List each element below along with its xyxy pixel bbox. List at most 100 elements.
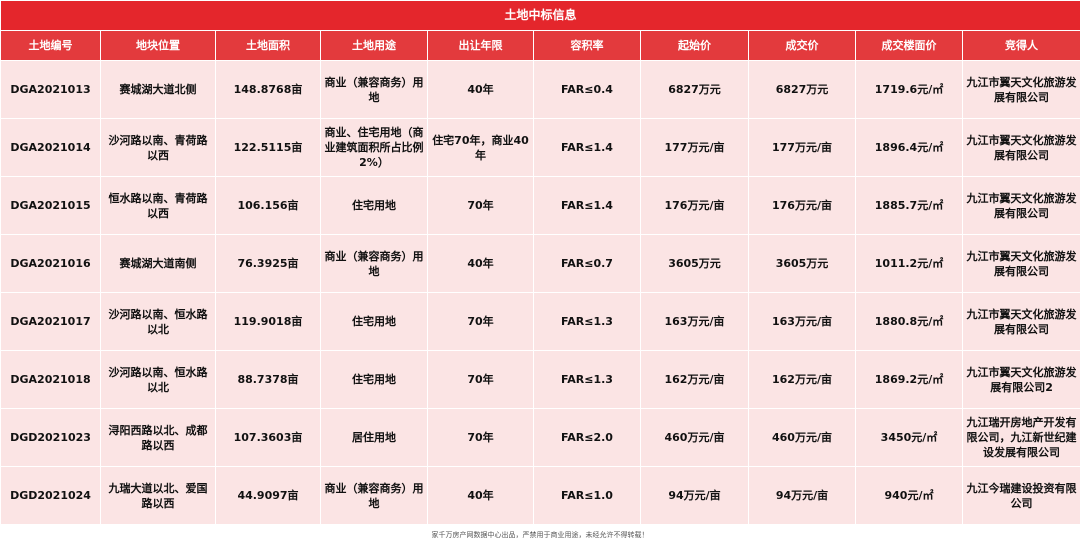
- table-cell: 浔阳西路以北、成都路以西: [100, 408, 216, 467]
- column-header: 地块位置: [100, 30, 216, 61]
- column-header: 土地面积: [215, 30, 321, 61]
- table-cell: 3450元/㎡: [855, 408, 963, 467]
- table-cell: 76.3925亩: [215, 234, 321, 293]
- table-cell: 九江市翼天文化旅游发展有限公司2: [961, 350, 1080, 409]
- table-cell: 163万元/亩: [748, 292, 856, 351]
- table-cell: 106.156亩: [215, 176, 321, 235]
- table-cell: FAR≤1.4: [533, 176, 641, 235]
- table-cell: 163万元/亩: [640, 292, 749, 351]
- table-cell: 1885.7元/㎡: [855, 176, 963, 235]
- table-row: DGA2021013 赛城湖大道北侧 148.8768亩 商业（兼容商务）用地 40年 F…: [0, 60, 1080, 119]
- table-cell: 九江市翼天文化旅游发展有限公司: [961, 118, 1080, 177]
- table-cell: 148.8768亩: [215, 60, 321, 119]
- table-cell: FAR≤1.4: [533, 118, 641, 177]
- table-cell: 住宅70年，商业40年: [427, 118, 534, 177]
- table-row: DGA2021015 恒水路以南、青荷路以西 106.156亩 住宅用地 70年 FAR≤…: [0, 176, 1080, 235]
- table-cell: DGA2021014: [0, 118, 101, 177]
- table-cell: 122.5115亩: [215, 118, 321, 177]
- table-cell: 40年: [427, 466, 534, 525]
- table-cell: 176万元/亩: [748, 176, 856, 235]
- table-cell: 70年: [427, 292, 534, 351]
- table-cell: 162万元/亩: [748, 350, 856, 409]
- table-cell: 九瑞大道以北、爱国路以西: [100, 466, 216, 525]
- table-cell: 九江市翼天文化旅游发展有限公司: [961, 176, 1080, 235]
- table-cell: 沙河路以南、恒水路以北: [100, 292, 216, 351]
- table-cell: DGA2021013: [0, 60, 101, 119]
- table-cell: 住宅用地: [320, 176, 428, 235]
- table-cell: 176万元/亩: [640, 176, 749, 235]
- table-cell: 1896.4元/㎡: [855, 118, 963, 177]
- table-cell: 6827万元: [640, 60, 749, 119]
- table-row: DGA2021016 赛城湖大道南侧 76.3925亩 商业（兼容商务）用地 40年 FA…: [0, 234, 1080, 293]
- table-cell: 162万元/亩: [640, 350, 749, 409]
- table-cell: 沙河路以南、恒水路以北: [100, 350, 216, 409]
- footer: 家千万房产网数据中心出品，严禁用于商业用途，未经允许不得转载！: [431, 531, 649, 539]
- column-header: 出让年限: [427, 30, 534, 61]
- table-cell: 商业、住宅用地（商业建筑面积所占比例2%）: [320, 118, 428, 177]
- land-table: 土地中标信息 土地编号 地块位置 土地面积 土地用途 出让年限 容积率 起始价 成交价 成交楼面…: [0, 0, 1080, 525]
- table-cell: 商业（兼容商务）用地: [320, 60, 428, 119]
- table-cell: 九江市翼天文化旅游发展有限公司: [961, 60, 1080, 119]
- table-cell: DGD2021023: [0, 408, 101, 467]
- table-cell: 40年: [427, 60, 534, 119]
- table-cell: 1719.6元/㎡: [855, 60, 963, 119]
- table-cell: 住宅用地: [320, 350, 428, 409]
- table-row: DGA2021017 沙河路以南、恒水路以北 119.9018亩 住宅用地 70年 FAR…: [0, 292, 1080, 351]
- table-cell: FAR≤0.7: [533, 234, 641, 293]
- table-cell: 九江市翼天文化旅游发展有限公司: [961, 292, 1080, 351]
- table-cell: 70年: [427, 176, 534, 235]
- table-cell: 九江市翼天文化旅游发展有限公司: [961, 234, 1080, 293]
- column-header: 成交价: [748, 30, 856, 61]
- column-header: 成交楼面价: [855, 30, 963, 61]
- table-cell: 88.7378亩: [215, 350, 321, 409]
- table-cell: 940元/㎡: [855, 466, 963, 525]
- table-cell: 94万元/亩: [640, 466, 749, 525]
- table-cell: 177万元/亩: [748, 118, 856, 177]
- table-cell: 赛城湖大道北侧: [100, 60, 216, 119]
- table-cell: 70年: [427, 408, 534, 467]
- table-cell: FAR≤1.0: [533, 466, 641, 525]
- table-cell: 70年: [427, 350, 534, 409]
- table-cell: 6827万元: [748, 60, 856, 119]
- column-header: 土地用途: [320, 30, 428, 61]
- table-row: DGD2021023 浔阳西路以北、成都路以西 107.3603亩 居住用地 70年 FA…: [0, 408, 1080, 467]
- table-cell: 44.9097亩: [215, 466, 321, 525]
- table-cell: 40年: [427, 234, 534, 293]
- table-cell: 商业（兼容商务）用地: [320, 466, 428, 525]
- table-row: DGA2021018 沙河路以南、恒水路以北 88.7378亩 住宅用地 70年 FAR≤…: [0, 350, 1080, 409]
- table-cell: 3605万元: [640, 234, 749, 293]
- table-cell: FAR≤0.4: [533, 60, 641, 119]
- table-cell: 460万元/亩: [640, 408, 749, 467]
- table-row: DGA2021014 沙河路以南、青荷路以西 122.5115亩 商业、住宅用地（商业…: [0, 118, 1080, 177]
- column-header: 起始价: [640, 30, 749, 61]
- table-cell: FAR≤2.0: [533, 408, 641, 467]
- column-header: 竞得人: [961, 30, 1080, 61]
- table-cell: FAR≤1.3: [533, 292, 641, 351]
- table-cell: 沙河路以南、青荷路以西: [100, 118, 216, 177]
- table-cell: DGA2021016: [0, 234, 101, 293]
- table-cell: 3605万元: [748, 234, 856, 293]
- table-cell: 九江瑞开房地产开发有限公司，九江新世纪建设发展有限公司: [961, 408, 1080, 467]
- table-cell: 1011.2元/㎡: [855, 234, 963, 293]
- table-cell: DGD2021024: [0, 466, 101, 525]
- table-cell: 九江今瑞建设投资有限公司: [961, 466, 1080, 525]
- table-cell: 商业（兼容商务）用地: [320, 234, 428, 293]
- table-cell: 460万元/亩: [748, 408, 856, 467]
- table-cell: 1880.8元/㎡: [855, 292, 963, 351]
- table-cell: DGA2021018: [0, 350, 101, 409]
- table-cell: FAR≤1.3: [533, 350, 641, 409]
- table-cell: 1869.2元/㎡: [855, 350, 963, 409]
- table-cell: 恒水路以南、青荷路以西: [100, 176, 216, 235]
- table-cell: DGA2021017: [0, 292, 101, 351]
- column-header: 容积率: [533, 30, 641, 61]
- table-row: DGD2021024 九瑞大道以北、爱国路以西 44.9097亩 商业（兼容商务）用地…: [0, 466, 1080, 525]
- table-title: 土地中标信息: [0, 0, 1080, 31]
- table-cell: 94万元/亩: [748, 466, 856, 525]
- table-cell: 177万元/亩: [640, 118, 749, 177]
- header-row: 土地编号 地块位置 土地面积 土地用途 出让年限 容积率 起始价 成交价 成交楼面价 竞得人: [0, 30, 1080, 61]
- table-cell: 住宅用地: [320, 292, 428, 351]
- table-cell: 赛城湖大道南侧: [100, 234, 216, 293]
- column-header: 土地编号: [0, 30, 101, 61]
- table-cell: 107.3603亩: [215, 408, 321, 467]
